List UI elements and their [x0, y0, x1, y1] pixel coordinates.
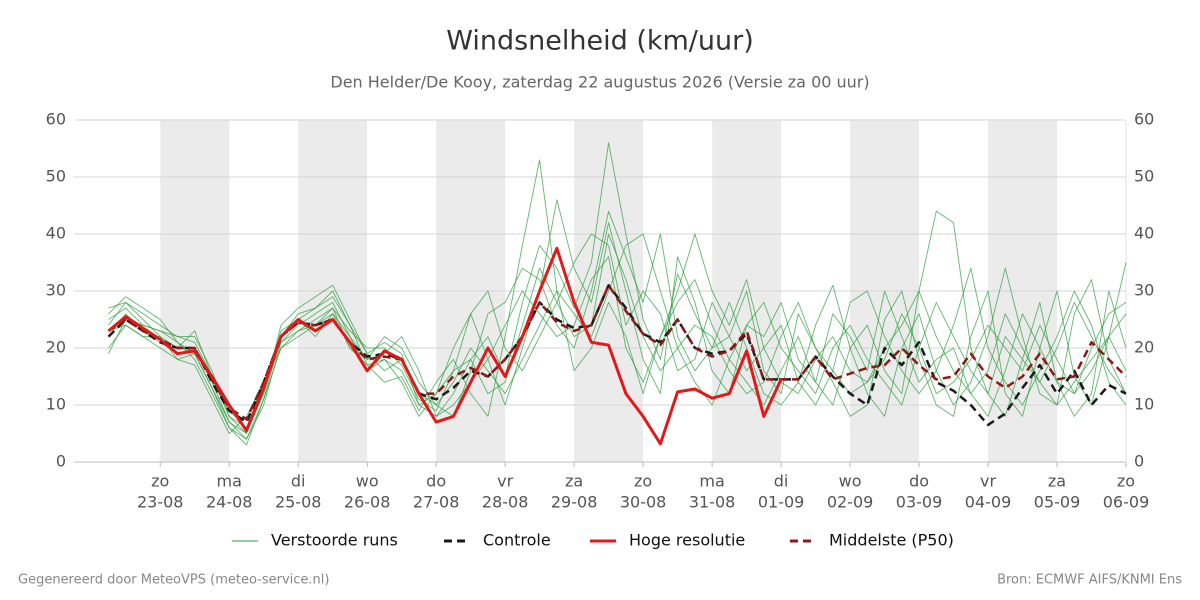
y-tick-label: 30	[46, 281, 66, 300]
x-tick-date: 28-08	[482, 493, 529, 512]
x-tick-date: 30-08	[620, 493, 667, 512]
x-tick-date: 27-08	[413, 493, 460, 512]
y2-tick-label: 10	[1134, 395, 1154, 414]
y2-tick-label: 30	[1134, 281, 1154, 300]
legend-label: Controle	[483, 531, 551, 550]
x-tick-date: 04-09	[965, 493, 1012, 512]
series-line	[107, 246, 783, 446]
x-tick-day: zo	[151, 472, 169, 491]
legend-label: Hoge resolutie	[629, 531, 745, 550]
x-tick-date: 29-08	[551, 493, 598, 512]
x-tick-date: 02-09	[827, 493, 874, 512]
x-tick-day: ma	[217, 472, 242, 491]
x-tick-day: wo	[839, 472, 862, 491]
y2-tick-label: 20	[1134, 338, 1154, 357]
x-tick-date: 05-09	[1034, 493, 1081, 512]
x-tick-day: di	[774, 472, 789, 491]
series-line	[107, 284, 1127, 421]
x-tick-day: vr	[980, 472, 996, 491]
legend-label: Middelste (P50)	[829, 531, 954, 550]
x-tick-date: 25-08	[275, 493, 322, 512]
x-tick-day: vr	[497, 472, 513, 491]
y-tick-label: 50	[46, 167, 66, 186]
y-tick-label: 10	[46, 395, 66, 414]
chart-subtitle: Den Helder/De Kooy, zaterdag 22 augustus…	[330, 73, 869, 92]
y2-tick-label: 60	[1134, 110, 1154, 129]
x-tick-day: ma	[699, 472, 724, 491]
x-tick-day: zo	[634, 472, 652, 491]
y2-tick-label: 40	[1134, 224, 1154, 243]
legend-label: Verstoorde runs	[271, 531, 398, 550]
x-tick-day: do	[909, 472, 929, 491]
x-tick-date: 24-08	[206, 493, 253, 512]
x-tick-day: wo	[356, 472, 379, 491]
y-tick-label: 20	[46, 338, 66, 357]
x-tick-day: za	[565, 472, 583, 491]
footer-source: Bron: ECMWF AIFS/KNMI Ens	[997, 573, 1182, 588]
y2-tick-label: 0	[1134, 452, 1144, 471]
x-tick-day: do	[426, 472, 446, 491]
y-tick-label: 0	[56, 452, 66, 471]
x-tick-date: 26-08	[344, 493, 391, 512]
x-tick-day: za	[1048, 472, 1066, 491]
ensemble-line	[108, 233, 1127, 434]
x-tick-date: 31-08	[689, 493, 736, 512]
ensemble-line	[108, 142, 1127, 434]
chart-title: Windsnelheid (km/uur)	[446, 26, 754, 57]
ensemble-line	[108, 210, 1127, 434]
x-tick-date: 01-09	[758, 493, 805, 512]
x-tick-date: 23-08	[137, 493, 184, 512]
x-tick-day: zo	[1117, 472, 1135, 491]
x-tick-day: di	[291, 472, 306, 491]
y-tick-label: 60	[46, 110, 66, 129]
x-tick-date: 06-09	[1103, 493, 1150, 512]
y2-tick-label: 50	[1134, 167, 1154, 186]
footer-credit: Gegenereerd door MeteoVPS (meteo-service…	[18, 573, 329, 588]
y-tick-label: 40	[46, 224, 66, 243]
x-tick-date: 03-09	[896, 493, 943, 512]
